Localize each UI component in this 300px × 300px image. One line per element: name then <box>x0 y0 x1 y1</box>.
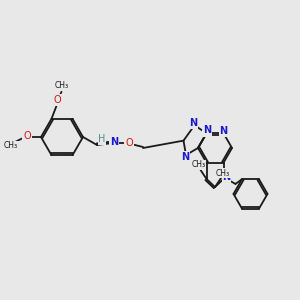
Text: N: N <box>222 172 231 182</box>
Text: CH₃: CH₃ <box>216 169 230 178</box>
Text: N: N <box>203 125 211 135</box>
Text: H: H <box>98 134 106 144</box>
Text: N: N <box>110 137 118 147</box>
Text: CH₃: CH₃ <box>54 81 69 90</box>
Text: N: N <box>189 118 198 128</box>
Text: N: N <box>219 126 228 136</box>
Text: CH₃: CH₃ <box>191 160 206 169</box>
Text: O: O <box>23 131 31 141</box>
Text: N: N <box>181 152 189 162</box>
Text: O: O <box>54 95 61 105</box>
Text: N: N <box>202 126 211 136</box>
Text: CH₃: CH₃ <box>4 142 18 151</box>
Text: O: O <box>125 138 133 148</box>
